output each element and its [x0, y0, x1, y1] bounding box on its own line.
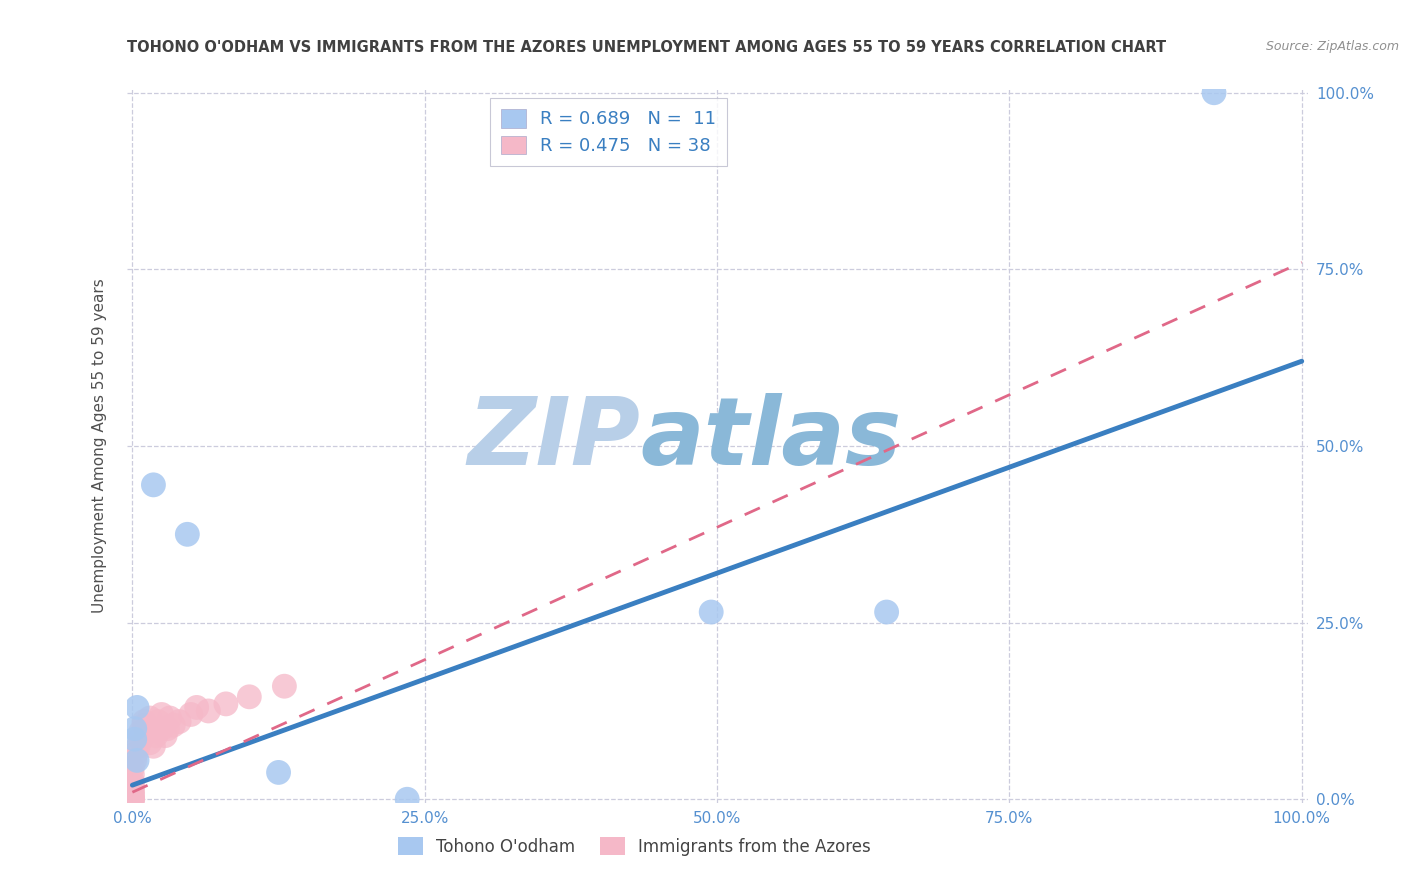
- Point: [162, 718, 184, 732]
- Point: [139, 711, 162, 725]
- Point: [1202, 86, 1225, 100]
- Point: [700, 605, 723, 619]
- Point: [127, 739, 149, 754]
- Point: [139, 736, 162, 750]
- Point: [150, 707, 173, 722]
- Point: [186, 700, 208, 714]
- Point: [156, 722, 179, 736]
- Point: [124, 753, 146, 767]
- Point: [150, 722, 173, 736]
- Point: [180, 707, 202, 722]
- Point: [124, 722, 146, 736]
- Point: [167, 714, 190, 729]
- Point: [396, 792, 419, 806]
- Point: [135, 725, 157, 739]
- Point: [238, 690, 260, 704]
- Point: [273, 679, 295, 693]
- Text: TOHONO O'ODHAM VS IMMIGRANTS FROM THE AZORES UNEMPLOYMENT AMONG AGES 55 TO 59 YE: TOHONO O'ODHAM VS IMMIGRANTS FROM THE AZ…: [127, 40, 1166, 55]
- Point: [197, 704, 219, 718]
- Point: [125, 700, 148, 714]
- Point: [142, 739, 165, 754]
- Text: Source: ZipAtlas.com: Source: ZipAtlas.com: [1265, 40, 1399, 54]
- Point: [121, 792, 143, 806]
- Point: [176, 527, 198, 541]
- Point: [121, 792, 143, 806]
- Point: [121, 789, 143, 803]
- Point: [215, 697, 238, 711]
- Point: [121, 785, 143, 799]
- Point: [153, 729, 176, 743]
- Y-axis label: Unemployment Among Ages 55 to 59 years: Unemployment Among Ages 55 to 59 years: [93, 278, 107, 614]
- Point: [121, 787, 143, 801]
- Point: [121, 792, 143, 806]
- Point: [121, 774, 143, 789]
- Text: atlas: atlas: [640, 392, 901, 485]
- Point: [132, 718, 155, 732]
- Point: [121, 778, 143, 792]
- Text: ZIP: ZIP: [467, 392, 640, 485]
- Point: [125, 753, 148, 767]
- Legend: Tohono O'odham, Immigrants from the Azores: Tohono O'odham, Immigrants from the Azor…: [391, 830, 877, 863]
- Point: [129, 732, 152, 747]
- Point: [876, 605, 898, 619]
- Point: [121, 781, 143, 796]
- Point: [146, 714, 169, 729]
- Point: [267, 765, 290, 780]
- Point: [121, 760, 143, 774]
- Point: [142, 478, 165, 492]
- Point: [121, 792, 143, 806]
- Point: [124, 732, 146, 747]
- Point: [125, 747, 148, 761]
- Point: [121, 767, 143, 781]
- Point: [159, 711, 181, 725]
- Point: [129, 725, 152, 739]
- Point: [132, 714, 155, 729]
- Point: [145, 729, 167, 743]
